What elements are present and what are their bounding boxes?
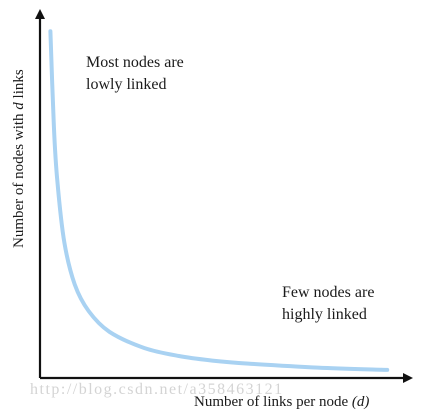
x-axis-label: Number of links per node (d) (194, 394, 369, 410)
annotation-bottom-line-2: highly linked (282, 306, 367, 323)
annotation-bottom-line-1: Few nodes are (282, 284, 374, 301)
x-axis-label-symbol: (d) (352, 394, 370, 410)
annotation-top: Most nodes are lowly linked (86, 54, 184, 93)
x-axis-label-text: Number of links per node (194, 394, 348, 410)
y-axis-label-text: Number of nodes with (11, 113, 27, 248)
annotation-top-line-1: Most nodes are (86, 54, 184, 71)
y-axis-label-suffix: links (11, 69, 27, 98)
annotation-bottom: Few nodes are highly linked (282, 284, 374, 323)
y-axis-label: Number of nodes with d links (11, 69, 27, 248)
annotation-top-line-2: lowly linked (86, 76, 166, 93)
y-axis-label-symbol: d (11, 102, 27, 110)
watermark: http://blog.csdn.net/a358463121 (30, 381, 284, 398)
series-line (48, 29, 390, 372)
